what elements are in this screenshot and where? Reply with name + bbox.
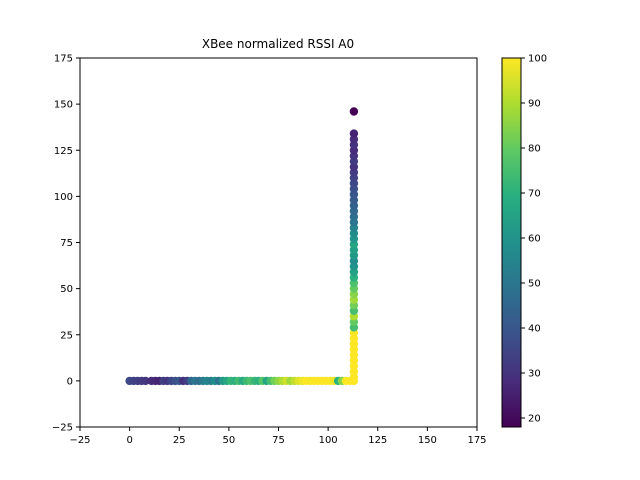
colorbar-tick-label: 50 (528, 279, 541, 290)
colorbar-tick-label: 30 (528, 369, 541, 380)
x-tick-label: 0 (126, 435, 132, 446)
colorbar-axis: 20 30 40 50 60 70 80 90 100 (521, 54, 547, 425)
x-tick-label: 150 (418, 435, 437, 446)
colorbar-tick-label: 40 (528, 324, 541, 335)
x-tick-label: 25 (173, 435, 186, 446)
colorbar-tick-label: 70 (528, 189, 541, 200)
y-tick-label: 125 (54, 146, 73, 157)
y-tick-label: 25 (60, 330, 73, 341)
y-tick-label: 75 (60, 238, 73, 249)
y-tick-label: 50 (60, 284, 73, 295)
y-tick-label: 175 (54, 54, 73, 65)
colorbar-tick-label: 60 (528, 234, 541, 245)
y-tick-label: 100 (54, 192, 73, 203)
chart-title: XBee normalized RSSI A0 (202, 37, 354, 51)
y-tick-label: 0 (67, 376, 73, 387)
colorbar-tick-label: 100 (528, 54, 547, 65)
x-axis: −25 0 25 50 75 100 125 150 175 (69, 427, 487, 446)
x-tick-label: 50 (223, 435, 236, 446)
x-tick-label: −25 (69, 435, 90, 446)
y-tick-label: −25 (52, 423, 73, 434)
scatter-point (349, 107, 359, 116)
x-tick-label: 175 (467, 435, 486, 446)
colorbar-tick-label: 90 (528, 99, 541, 110)
x-tick-label: 100 (319, 435, 338, 446)
x-tick-label: 125 (368, 435, 387, 446)
scatter-point (141, 376, 150, 386)
scatter-point (349, 129, 359, 138)
x-tick-label: 75 (272, 435, 285, 446)
colorbar-tick-label: 20 (528, 414, 541, 425)
plot-area (80, 58, 477, 427)
colorbar (501, 57, 522, 428)
scatter-points (125, 107, 359, 386)
y-axis: −25 0 25 50 75 100 125 150 175 (52, 54, 80, 434)
colorbar-tick-label: 80 (528, 144, 541, 155)
y-tick-label: 150 (54, 100, 73, 111)
